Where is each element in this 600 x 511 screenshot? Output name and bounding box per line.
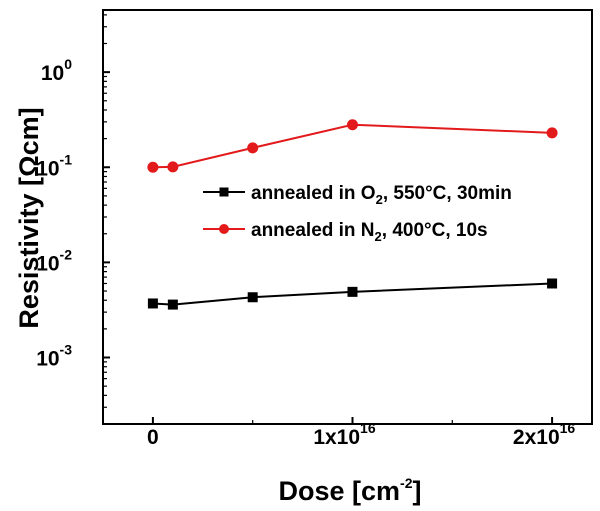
data-point: [167, 161, 179, 173]
data-point: [147, 298, 158, 309]
data-point: [346, 119, 358, 131]
data-point: [547, 278, 558, 289]
y-tick-exponent: 0: [64, 56, 72, 72]
x-axis-title-sup: -2: [400, 475, 413, 491]
x-axis-title-suffix: ]: [413, 476, 422, 506]
legend-label-main: annealed in O: [251, 183, 376, 204]
series-line: [152, 123, 553, 169]
y-tick-exponent: -3: [60, 342, 73, 358]
y-tick-label: 10-3: [36, 342, 72, 371]
data-point: [546, 127, 558, 139]
data-series: [147, 119, 558, 310]
x-tick-base: 2x10: [513, 426, 560, 449]
data-point: [347, 286, 358, 297]
y-tick-exponent: -2: [60, 246, 73, 262]
x-axis-title: Dose [cm-2]: [279, 475, 422, 506]
y-axis-title: Resistivity [Ωcm]: [14, 107, 44, 328]
legend-label: annealed in N2, 400°C, 10s: [251, 220, 488, 244]
x-axis-title-main: Dose [cm: [279, 476, 401, 506]
data-point: [247, 142, 259, 154]
y-tick-label: 100: [41, 56, 72, 85]
x-tick-base: 0: [147, 426, 159, 449]
y-tick-label: 10-2: [36, 246, 72, 275]
y-tick-base: 10: [36, 157, 59, 180]
legend-label-rest: , 550°C, 30min: [383, 183, 512, 204]
x-tick-base: 1x10: [313, 426, 360, 449]
series-1: [147, 119, 558, 173]
x-tick-exponent: 16: [560, 420, 576, 436]
legend-label-subscript: 2: [375, 229, 382, 244]
y-tick-exponent: -1: [60, 151, 73, 167]
x-tick-label: 2x1016: [513, 420, 576, 449]
y-tick-base: 10: [41, 62, 64, 85]
data-point: [219, 224, 229, 234]
data-point: [167, 299, 178, 310]
plot-frame: [102, 9, 593, 425]
x-tick-label: 0: [147, 426, 159, 449]
data-point: [219, 187, 229, 197]
y-tick-label: 10-1: [36, 151, 72, 180]
legend-entry: annealed in O2, 550°C, 30min: [203, 183, 512, 207]
x-tick-label: 1x1016: [313, 420, 376, 449]
series-0: [147, 278, 558, 310]
data-point: [247, 292, 258, 303]
plot-area: [102, 9, 593, 425]
x-tick-exponent: 16: [360, 420, 376, 436]
legend-label-main: annealed in N: [251, 220, 375, 241]
legend-entry: annealed in N2, 400°C, 10s: [203, 220, 488, 244]
legend-label-subscript: 2: [376, 192, 383, 207]
data-point: [147, 161, 159, 173]
legend-label: annealed in O2, 550°C, 30min: [251, 183, 512, 207]
y-tick-base: 10: [36, 348, 59, 371]
legend-label-rest: , 400°C, 10s: [382, 220, 488, 241]
y-tick-base: 10: [36, 252, 59, 275]
